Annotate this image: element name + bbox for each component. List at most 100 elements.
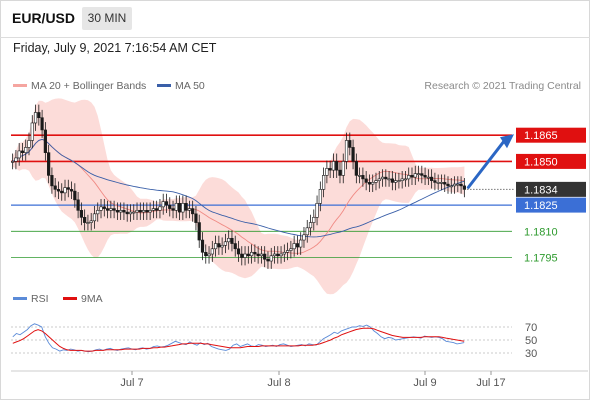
candle-body bbox=[335, 161, 339, 171]
candle-body bbox=[141, 210, 146, 213]
time-label-Jul-9: Jul 9 bbox=[413, 377, 436, 389]
candle-body bbox=[390, 178, 394, 183]
candle-body bbox=[263, 253, 267, 260]
candle-body bbox=[295, 243, 300, 248]
candle-body bbox=[43, 129, 47, 153]
candle-body bbox=[63, 187, 67, 194]
candle-body bbox=[125, 211, 129, 215]
candle-body bbox=[253, 251, 257, 255]
price-label-1.1834: 1.1834 bbox=[524, 184, 558, 196]
candle-body bbox=[96, 210, 100, 215]
candle-body bbox=[14, 157, 18, 162]
candle-body bbox=[312, 217, 316, 223]
candle-body bbox=[200, 239, 205, 253]
price-label-1.1810: 1.1810 bbox=[524, 226, 558, 238]
candle-body bbox=[456, 183, 460, 186]
candle-body bbox=[459, 183, 463, 187]
candle-body bbox=[420, 173, 424, 176]
candle-body bbox=[171, 208, 175, 211]
candle-body bbox=[109, 208, 113, 211]
price-label-1.1850: 1.1850 bbox=[524, 156, 558, 168]
candle-body bbox=[233, 243, 237, 250]
candle-body bbox=[439, 182, 444, 184]
candle-body bbox=[230, 238, 234, 244]
rsi-tick-30: 30 bbox=[525, 348, 537, 360]
candle-body bbox=[102, 206, 106, 209]
candle-body bbox=[83, 217, 87, 223]
copyright: Research © 2021 Trading Central bbox=[424, 80, 581, 92]
candle-body bbox=[132, 211, 136, 214]
candle-body bbox=[380, 176, 385, 180]
candle-body bbox=[266, 258, 270, 262]
legend-rsi-ma: 9MA bbox=[63, 293, 103, 305]
candle-body bbox=[204, 251, 208, 257]
candle-body bbox=[105, 208, 110, 211]
candle-body bbox=[449, 185, 453, 188]
candle-body bbox=[289, 248, 293, 251]
candle-body bbox=[322, 175, 326, 190]
candle-body bbox=[325, 168, 329, 176]
timeframe-button[interactable]: 30 MIN bbox=[82, 7, 132, 30]
candle-body bbox=[69, 189, 74, 192]
candle-body bbox=[135, 210, 139, 213]
candle-body bbox=[299, 239, 303, 248]
candle-body bbox=[374, 180, 378, 183]
candle-body bbox=[282, 251, 286, 255]
candle-body bbox=[187, 208, 191, 211]
candle-body bbox=[351, 147, 355, 162]
rsi-tick-50: 50 bbox=[525, 335, 537, 347]
candle-body bbox=[426, 176, 430, 179]
forecast-arrow-shaft bbox=[466, 139, 506, 189]
candle-body bbox=[27, 140, 31, 148]
candle-body bbox=[79, 210, 83, 218]
candle-body bbox=[47, 152, 51, 176]
candle-body bbox=[433, 180, 437, 183]
symbol-title: EUR/USD bbox=[12, 10, 76, 26]
legend-ma50-label: MA 50 bbox=[175, 80, 205, 92]
candle-body bbox=[452, 183, 457, 187]
candle-body bbox=[243, 253, 247, 258]
candle-body bbox=[168, 204, 172, 209]
candle-body bbox=[354, 161, 358, 176]
candle-body bbox=[384, 176, 388, 180]
candle-body bbox=[177, 203, 182, 213]
candle-body bbox=[184, 203, 188, 211]
rsi-ma-swatch bbox=[63, 296, 77, 300]
candle-body bbox=[259, 253, 264, 257]
candle-body bbox=[66, 187, 70, 190]
candle-body bbox=[436, 182, 440, 184]
candle-body bbox=[37, 112, 41, 119]
candle-body bbox=[371, 182, 375, 185]
candle-body bbox=[158, 206, 162, 211]
candle-body bbox=[223, 241, 228, 246]
candle-body bbox=[410, 175, 414, 178]
candle-body bbox=[328, 168, 332, 171]
candle-body bbox=[279, 253, 283, 257]
candle-body bbox=[423, 175, 427, 178]
price-label-1.1825: 1.1825 bbox=[524, 200, 558, 212]
candle-body bbox=[89, 220, 93, 223]
candle-body bbox=[112, 208, 116, 211]
candle-body bbox=[240, 253, 244, 258]
candle-body bbox=[446, 183, 450, 187]
bollinger-band bbox=[12, 98, 465, 295]
candle-body bbox=[191, 208, 195, 215]
candle-body bbox=[11, 161, 15, 163]
candle-body bbox=[246, 253, 250, 257]
candle-body bbox=[20, 150, 25, 153]
candle-body bbox=[53, 185, 57, 190]
candle-body bbox=[443, 182, 447, 185]
time-label-Jul-7: Jul 7 bbox=[120, 377, 143, 389]
forecast-arrow-head bbox=[500, 134, 514, 149]
candle-body bbox=[151, 208, 155, 211]
candle-body bbox=[403, 178, 408, 181]
candle-body bbox=[161, 201, 165, 208]
candle-body bbox=[92, 213, 97, 222]
price-tag-1.1825 bbox=[516, 197, 586, 213]
candle-body bbox=[413, 173, 417, 178]
candle-body bbox=[348, 140, 352, 148]
time-label-Jul-8: Jul 8 bbox=[267, 377, 290, 389]
price-label-1.1865: 1.1865 bbox=[524, 130, 558, 142]
candle-body bbox=[394, 180, 398, 183]
